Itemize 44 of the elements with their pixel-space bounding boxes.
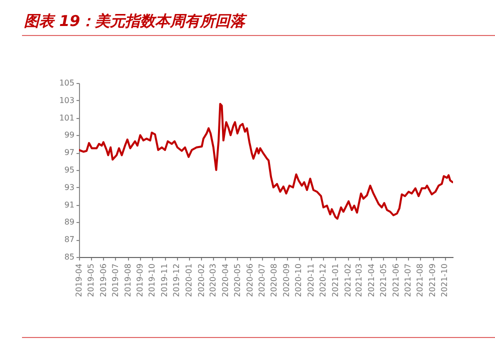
x-tick-label: 2021-10	[440, 264, 450, 297]
x-tick-label: 2020-02	[196, 264, 206, 297]
x-tick-label: 2021-05	[378, 264, 388, 297]
y-tick-label: 99	[64, 130, 74, 140]
x-tick-label: 2019-10	[148, 264, 157, 297]
x-tick-label: 2019-12	[172, 264, 182, 297]
y-tick-label: 103	[59, 96, 74, 105]
y-tick-label: 87	[64, 235, 74, 244]
x-tick-label: 2020-03	[208, 264, 218, 297]
x-tick-label: 2019-08	[123, 264, 132, 297]
x-tick-label: 2021-04	[366, 264, 376, 297]
x-tick-label: 2019-09	[136, 264, 145, 297]
x-tick-label: 2021-03	[354, 264, 364, 297]
y-tick-label: 105	[59, 78, 74, 88]
x-tick-label: 2019-05	[86, 264, 96, 297]
x-tick-label: 2021-06	[391, 264, 400, 297]
x-tick-label: 2020-01	[184, 264, 194, 297]
x-tick-label: 2020-06	[245, 264, 254, 297]
x-tick-label: 2019-07	[110, 264, 120, 297]
x-tick-label: 2021-01	[330, 264, 340, 297]
x-tick-label: 2020-09	[282, 264, 292, 297]
y-tick-label: 95	[64, 166, 74, 174]
x-tick-label: 2020-10	[294, 264, 304, 297]
x-tick-label: 2020-05	[232, 264, 242, 297]
x-tick-label: 2020-12	[318, 264, 328, 297]
y-tick-label: 89	[64, 218, 74, 227]
x-tick-label: 2021-07	[403, 264, 412, 297]
y-tick-label: 91	[64, 200, 74, 210]
y-tick-label: 85	[64, 252, 74, 262]
x-tick-label: 2019-06	[98, 264, 108, 297]
y-tick-label: 93	[64, 182, 74, 192]
line-series	[79, 102, 453, 220]
x-tick-label: 2019-04	[74, 264, 84, 297]
x-tick-label: 2021-09	[428, 264, 438, 297]
x-tick-label: 2020-11	[306, 264, 316, 297]
x-tick-label: 2021-08	[416, 264, 425, 297]
x-tick-label: 2020-04	[220, 264, 230, 297]
chart-title: 图表 19：美元指数本周有所回落	[24, 12, 246, 31]
y-tick-label: 101	[59, 113, 74, 122]
x-tick-label: 2020-08	[270, 264, 279, 297]
y-tick-label: 97	[64, 148, 74, 158]
x-tick-label: 2020-07	[257, 264, 266, 297]
x-tick-label: 2021-02	[343, 264, 352, 297]
x-tick-label: 2019-11	[160, 264, 170, 297]
